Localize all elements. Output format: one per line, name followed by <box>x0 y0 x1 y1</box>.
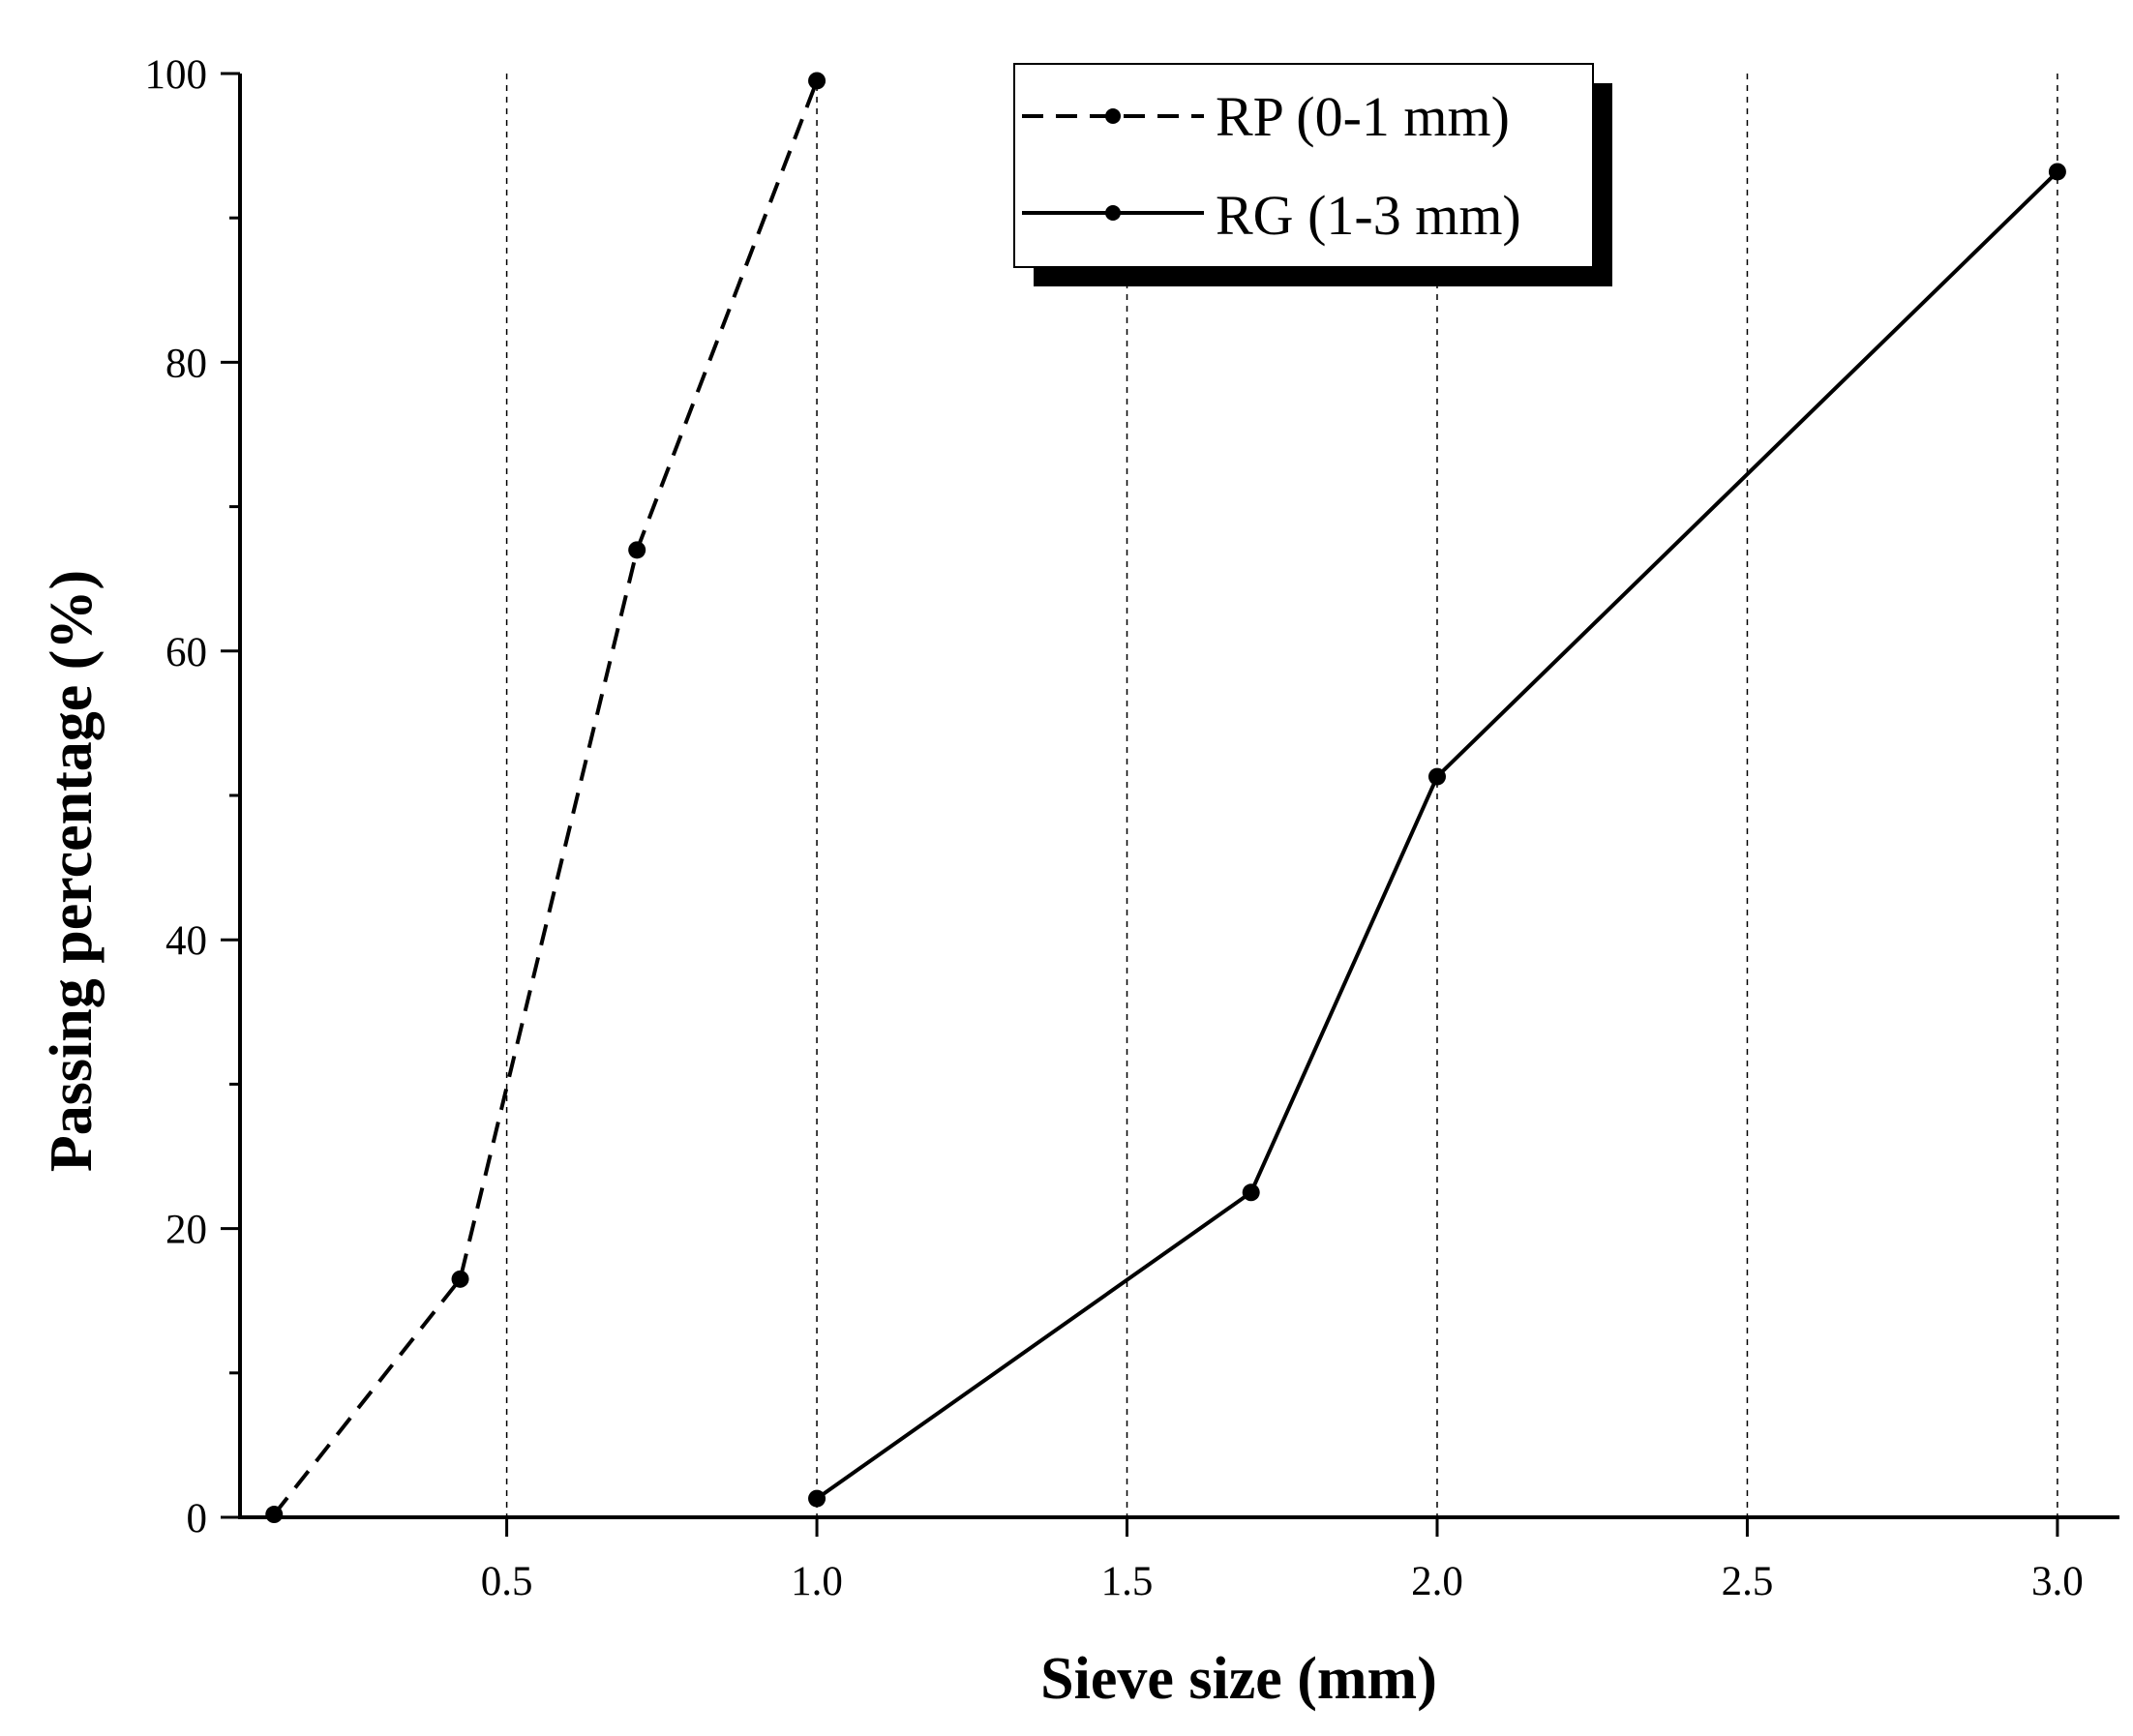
y-axis-title: Passing percentage (%) <box>39 570 105 1172</box>
series-0-point-2 <box>628 541 646 559</box>
x-tick-label-4: 2.5 <box>1722 1559 1774 1604</box>
legend-rp-label: RP (0-1 mm) <box>1216 85 1510 148</box>
series-1-point-3 <box>2048 163 2066 181</box>
series-0-point-0 <box>265 1506 284 1524</box>
x-tick-label-3: 2.0 <box>1411 1559 1463 1604</box>
series-1-point-2 <box>1427 767 1446 786</box>
tick-labels: 0 20 40 60 80 100 0.5 1.0 1.5 2.0 2.5 3.0 <box>145 52 2084 1604</box>
series-line-1 <box>815 170 2059 1501</box>
vertical-gridlines <box>505 74 2058 1517</box>
y-tick-label-4: 80 <box>165 341 207 386</box>
x-tick-label-1: 1.0 <box>791 1559 843 1604</box>
y-tick-label-5: 100 <box>145 52 208 98</box>
x-tick-label-2: 1.5 <box>1101 1559 1154 1604</box>
series-layer <box>265 72 2066 1524</box>
y-tick-label-1: 20 <box>165 1208 207 1253</box>
y-tick-label-2: 40 <box>165 918 207 964</box>
y-tick-label-3: 60 <box>165 630 207 675</box>
x-tick-label-5: 3.0 <box>2031 1559 2084 1604</box>
legend: RP (0-1 mm) RG (1-3 mm) <box>1013 63 1612 286</box>
series-0-point-1 <box>451 1270 469 1288</box>
series-line-0 <box>272 79 819 1516</box>
legend-rg-marker <box>1105 205 1121 221</box>
series-1-point-0 <box>808 1489 826 1508</box>
legend-box <box>1013 63 1594 268</box>
x-axis-title: Sieve size (mm) <box>1040 1646 1437 1712</box>
axes <box>221 72 2119 1537</box>
legend-rg-label: RG (1-3 mm) <box>1216 184 1521 247</box>
legend-rp-marker <box>1105 108 1121 124</box>
series-1-point-1 <box>1242 1183 1260 1202</box>
series-0-point-3 <box>808 72 826 90</box>
x-tick-label-0: 0.5 <box>481 1559 533 1604</box>
y-tick-label-0: 0 <box>187 1496 208 1541</box>
